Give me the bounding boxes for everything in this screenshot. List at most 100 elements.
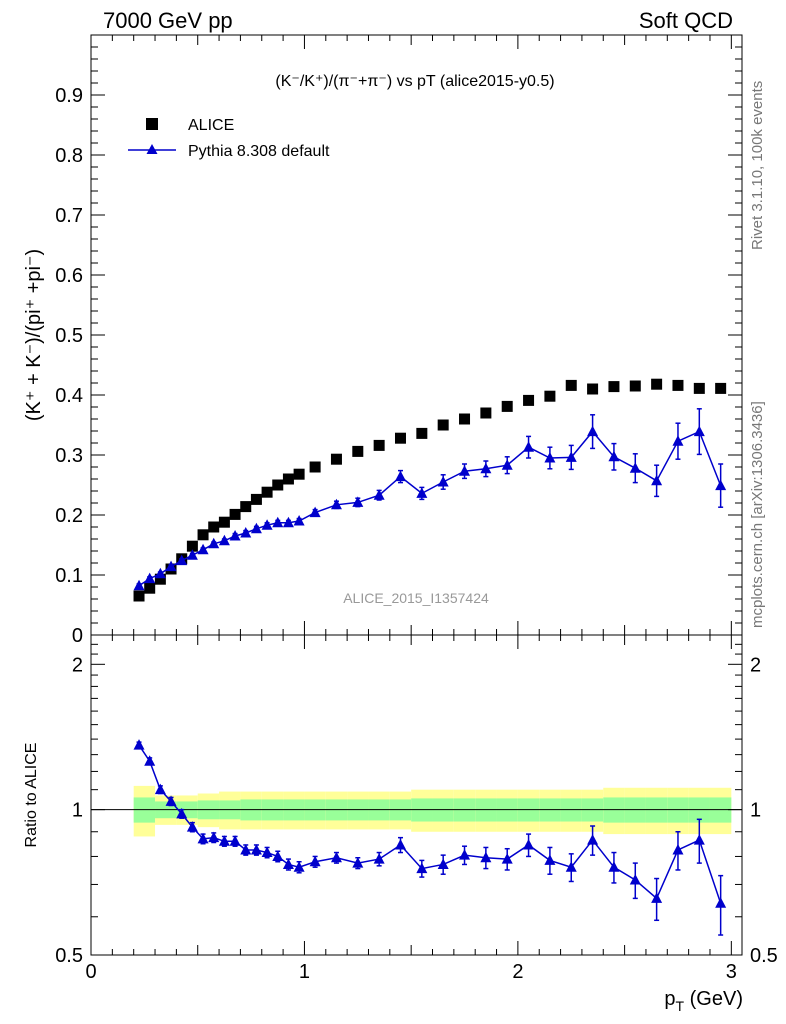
pythia-point <box>154 567 166 579</box>
ratio-point <box>229 835 241 846</box>
pythia-point <box>587 425 599 437</box>
main-ytick-label: 0 <box>72 625 83 647</box>
main-ytick-label: 0.4 <box>55 385 83 407</box>
x-axis-label-p: p <box>664 988 675 1010</box>
ratio-point <box>501 853 513 864</box>
pythia-point <box>394 470 406 482</box>
pythia-point <box>282 516 294 528</box>
pythia-point <box>218 534 230 546</box>
pythia-point <box>459 465 471 476</box>
ratio-point <box>352 857 364 868</box>
pythia-point <box>501 459 513 470</box>
alice-point <box>523 394 535 406</box>
pythia-point <box>693 425 705 437</box>
alice-point <box>416 427 428 439</box>
ratio-point <box>186 821 198 832</box>
pythia-point <box>186 549 198 560</box>
main-ytick-label: 0.9 <box>55 85 83 107</box>
ratio-panel: 0.5 0.5 1 1 2 2 0 1 2 3 Ratio to ALICE pT (GeV) <box>23 634 778 1014</box>
main-ytick-label: 0.3 <box>55 445 83 467</box>
ratio-point <box>250 843 262 855</box>
ratio-ytick-label-right: 2 <box>750 654 761 676</box>
main-ytick-label: 0.2 <box>55 505 83 527</box>
ratio-point <box>282 858 294 869</box>
legend-pythia-marker <box>146 144 158 154</box>
legend: ALICE Pythia 8.308 default <box>128 117 330 160</box>
ratio-point <box>197 832 209 844</box>
pythia-point <box>309 506 321 518</box>
ratio-point <box>693 834 705 845</box>
ratio-point <box>523 838 535 850</box>
alice-point <box>330 453 342 465</box>
pythia-point <box>352 496 364 507</box>
x-tick-label: 2 <box>512 961 523 983</box>
pythia-point <box>480 462 492 474</box>
alice-point <box>480 407 492 419</box>
alice-point <box>672 379 684 391</box>
pythia-line <box>138 430 722 587</box>
alice-point <box>144 582 156 594</box>
pythia-point <box>165 560 177 572</box>
x-axis-label: pT (GeV) <box>664 988 743 1014</box>
alice-point <box>587 383 599 395</box>
ratio-point <box>208 831 220 843</box>
main-ytick-label: 0.5 <box>55 325 83 347</box>
pythia-point <box>176 554 188 566</box>
mcplots-label: mcplots.cern.ch [arXiv:1306.3436] <box>749 401 766 628</box>
legend-alice-label: ALICE <box>188 117 234 134</box>
main-panel: 0 0.1 0.2 0.3 0.4 0.5 0.6 0.7 0.8 0.9 (K⁻/K⁺)/(π⁻… <box>23 34 743 647</box>
alice-point <box>218 516 230 528</box>
ratio-point <box>715 897 727 908</box>
alice-point <box>309 461 321 473</box>
main-title: (K⁻/K⁺)/(π⁻+π⁻) vs pT (alice2015-y0.5) <box>275 73 554 90</box>
ratio-ylabel: Ratio to ALICE <box>23 743 40 848</box>
ratio-point <box>394 838 406 850</box>
alice-point <box>394 432 406 444</box>
pythia-point <box>208 537 220 549</box>
alice-point <box>629 380 641 392</box>
alice-point <box>352 445 364 457</box>
pythia-point <box>672 435 684 446</box>
ratio-band <box>133 785 732 837</box>
pythia-point <box>261 519 273 530</box>
alice-point <box>186 540 198 552</box>
alice-point <box>133 590 145 602</box>
ratio-ytick-label-right: 0.5 <box>750 945 778 967</box>
alice-point <box>437 419 449 431</box>
ratio-point <box>416 862 428 874</box>
alice-point <box>608 381 620 393</box>
alice-point <box>282 473 294 485</box>
ratio-point <box>176 807 188 819</box>
rivet-label: Rivet 3.1.10, 100k events <box>749 81 766 250</box>
main-y-ticks: 0 0.1 0.2 0.3 0.4 0.5 0.6 0.7 0.8 0.9 <box>55 35 742 647</box>
alice-point <box>154 573 166 585</box>
ratio-point <box>309 855 321 867</box>
pythia-point <box>133 579 145 591</box>
pythia-point <box>715 479 727 491</box>
pythia-point <box>523 441 535 452</box>
main-ytick-label: 0.8 <box>55 145 83 167</box>
alice-point <box>693 382 705 394</box>
alice-point <box>293 468 305 480</box>
alice-point <box>229 508 241 520</box>
ratio-ytick-label: 2 <box>72 654 83 676</box>
ratio-point <box>144 755 156 766</box>
pythia-point <box>373 489 385 500</box>
ratio-point <box>608 861 620 872</box>
main-ytick-label: 0.1 <box>55 565 83 587</box>
pythia-point <box>416 487 428 498</box>
ratio-point <box>544 854 556 865</box>
ratio-point <box>154 783 166 795</box>
ratio-point <box>165 795 177 806</box>
x-axis-label-sub: T <box>676 998 685 1014</box>
ratio-point <box>133 739 145 750</box>
ratio-point <box>437 858 449 869</box>
pythia-point <box>629 462 641 473</box>
ratio-point <box>629 873 641 885</box>
pythia-point <box>651 474 663 486</box>
ratio-point <box>272 850 284 861</box>
pythia-point <box>608 450 620 462</box>
alice-point <box>544 390 556 402</box>
ratio-point <box>240 843 252 855</box>
